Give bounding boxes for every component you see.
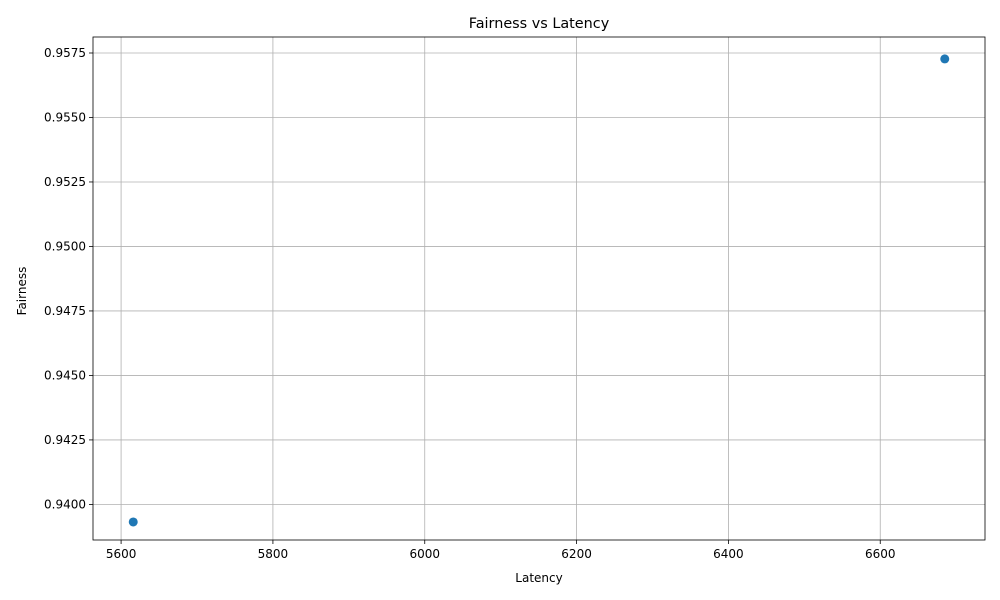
plot-frame xyxy=(92,36,986,541)
y-tick-label: 0.9525 xyxy=(44,175,86,189)
y-tick-label: 0.9475 xyxy=(44,304,86,318)
x-tick-label: 6000 xyxy=(409,547,440,561)
x-axis-label: Latency xyxy=(515,571,562,585)
x-tick-label: 6600 xyxy=(865,547,896,561)
data-point xyxy=(940,54,950,64)
grid-layer xyxy=(93,37,985,540)
y-tick-label: 0.9500 xyxy=(44,239,86,253)
x-tick-label: 5800 xyxy=(258,547,289,561)
x-tick-label: 6400 xyxy=(713,547,744,561)
y-tick-label: 0.9550 xyxy=(44,110,86,124)
chart-title: Fairness vs Latency xyxy=(469,16,610,32)
x-axis: 5600 5800 6000 6200 6400 6600 xyxy=(106,540,896,561)
y-tick-label: 0.9425 xyxy=(44,433,86,447)
data-point xyxy=(128,517,138,527)
x-tick-label: 6200 xyxy=(561,547,592,561)
y-tick-label: 0.9450 xyxy=(44,368,86,382)
y-tick-label: 0.9575 xyxy=(44,46,86,60)
points-layer xyxy=(128,54,950,527)
x-tick-label: 5600 xyxy=(106,547,137,561)
y-tick-label: 0.9400 xyxy=(44,497,86,511)
y-axis-label: Fairness xyxy=(15,267,29,316)
y-axis: 0.9400 0.9425 0.9450 0.9475 0.9500 0.9525 0.95… xyxy=(44,46,93,511)
